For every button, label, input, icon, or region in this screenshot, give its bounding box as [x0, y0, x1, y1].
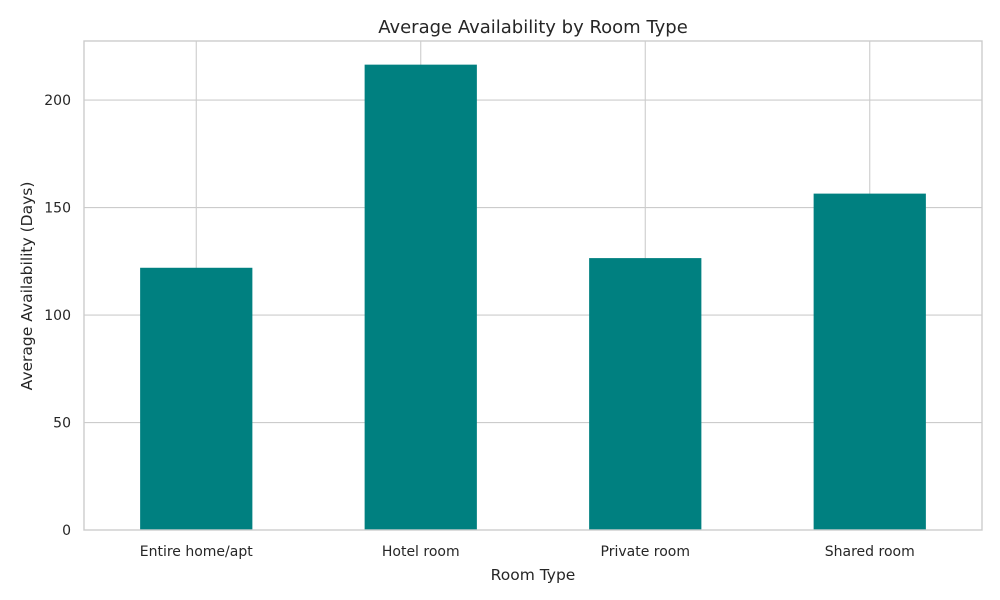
y-tick-labels: 0 50 100 150 200 — [44, 93, 71, 539]
x-tick-label: Private room — [601, 544, 690, 560]
x-tick-label: Entire home/apt — [140, 544, 253, 560]
y-tick-label: 150 — [44, 201, 71, 217]
x-axis-label: Room Type — [491, 566, 576, 584]
y-tick-label: 50 — [53, 416, 71, 432]
y-tick-label: 0 — [62, 523, 71, 539]
x-tick-label: Shared room — [825, 544, 915, 560]
chart-title: Average Availability by Room Type — [378, 17, 688, 38]
bar-shared-room — [813, 193, 926, 530]
bar-hotel-room — [364, 64, 477, 531]
y-tick-label: 200 — [44, 93, 71, 109]
bar-entire-home-apt — [140, 267, 253, 530]
x-tick-label: Hotel room — [382, 544, 460, 560]
bar-private-room — [589, 258, 702, 530]
y-tick-label: 100 — [44, 308, 71, 324]
plot-frame — [83, 40, 983, 531]
y-axis-label: Average Availability (Days) — [18, 182, 36, 391]
x-tick-labels: Entire home/apt Hotel room Private room Sha… — [140, 544, 915, 560]
bar-layer — [140, 64, 926, 531]
